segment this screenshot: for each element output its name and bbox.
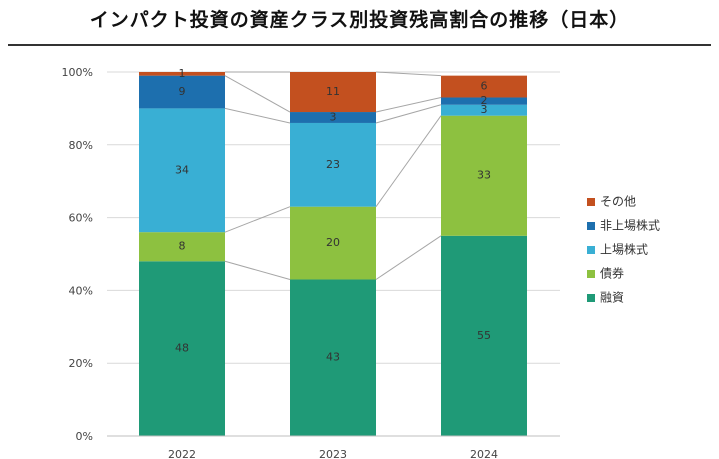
data-label: 3 — [330, 111, 337, 124]
y-tick-label: 80% — [69, 139, 93, 152]
series-line — [375, 96, 442, 113]
bar-segment — [139, 72, 225, 76]
legend-swatch — [587, 294, 595, 302]
data-label: 2 — [481, 94, 488, 107]
y-tick-label: 0% — [76, 430, 93, 443]
x-tick-label: 2024 — [470, 448, 498, 459]
legend-label: 融資 — [600, 291, 624, 305]
bar-segment — [441, 97, 527, 105]
data-label: 3 — [481, 103, 488, 116]
bar-segment — [441, 75, 527, 98]
y-tick-label: 100% — [62, 66, 93, 79]
data-label: 9 — [179, 85, 186, 98]
data-label: 43 — [326, 351, 340, 364]
legend-label: 債券 — [600, 266, 624, 281]
legend-label: 上場株式 — [600, 242, 648, 257]
series-line — [224, 107, 291, 124]
bar-segment — [139, 75, 225, 109]
bar-segment — [139, 108, 225, 233]
series-line — [375, 71, 442, 77]
legend-item: 融資 — [587, 291, 624, 305]
y-axis: 0% 20% 40% 60% 80% 100% — [62, 66, 93, 443]
x-tick-label: 2022 — [168, 448, 196, 459]
data-label: 23 — [326, 158, 340, 171]
data-label: 55 — [477, 329, 491, 342]
bars — [139, 72, 527, 436]
chart-title: インパクト投資の資産クラス別投資残高割合の推移（日本） — [89, 9, 630, 31]
y-tick-label: 40% — [69, 284, 93, 297]
data-label: 34 — [175, 163, 189, 176]
x-axis: 2022 2023 2024 — [107, 435, 560, 459]
bar-segment — [290, 112, 376, 123]
series-line — [224, 260, 291, 280]
series-line — [375, 104, 442, 124]
data-label: 8 — [179, 240, 186, 253]
bar-segment — [441, 115, 527, 236]
bar-segment — [290, 206, 376, 280]
data-label: 6 — [481, 80, 488, 93]
bar-segment — [441, 235, 527, 436]
title-underline — [8, 44, 711, 46]
data-label: 11 — [326, 85, 340, 98]
bar-segment — [139, 232, 225, 262]
series-line — [375, 115, 442, 207]
y-tick-label: 60% — [69, 212, 93, 225]
bar-segment — [290, 122, 376, 207]
series-line — [224, 206, 291, 233]
legend-swatch — [587, 198, 595, 206]
data-label: 48 — [175, 342, 189, 355]
legend-item: 非上場株式 — [587, 218, 660, 233]
legend-label: その他 — [600, 195, 636, 209]
legend-label: 非上場株式 — [600, 218, 660, 233]
data-label: 33 — [477, 169, 491, 182]
bar-segment — [290, 72, 376, 113]
bar-segment — [441, 104, 527, 116]
legend-item: 債券 — [587, 266, 624, 281]
x-tick-label: 2023 — [319, 448, 347, 459]
legend-item: その他 — [587, 195, 636, 209]
legend-swatch — [587, 270, 595, 278]
bar-segment — [290, 279, 376, 436]
data-label: 1 — [179, 67, 186, 80]
y-tick-label: 20% — [69, 357, 93, 370]
legend-swatch — [587, 246, 595, 254]
series-line — [224, 75, 291, 113]
legend-item: 上場株式 — [587, 242, 648, 257]
series-line — [375, 235, 442, 280]
series-connector-lines — [224, 71, 442, 280]
data-label: 20 — [326, 236, 340, 249]
bar-segment — [139, 261, 225, 436]
legend-swatch — [587, 222, 595, 230]
